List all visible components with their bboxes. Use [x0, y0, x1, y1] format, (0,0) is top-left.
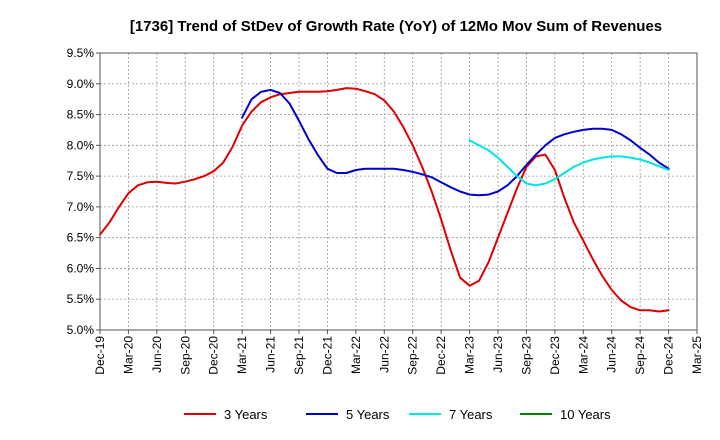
y-tick-label: 5.0% [67, 323, 95, 337]
y-tick-label: 9.5% [67, 46, 95, 60]
x-tick-label: Mar-22 [349, 336, 363, 374]
x-tick-label: Jun-22 [377, 336, 391, 373]
series-line-3-years [99, 87, 670, 313]
x-tick-label: Sep-23 [519, 336, 533, 375]
x-tick-label: Sep-22 [406, 336, 420, 375]
x-tick-label: Mar-20 [121, 336, 135, 374]
y-tick-label: 7.5% [67, 169, 95, 183]
x-tick-label: Mar-21 [235, 336, 249, 374]
x-tick-label: Jun-23 [491, 336, 505, 373]
y-tick-label: 5.5% [67, 292, 95, 306]
x-tick-label: Dec-20 [207, 336, 221, 375]
x-tick-label: Jun-21 [264, 336, 278, 373]
plot-frame [99, 52, 698, 331]
series-line-5-years [241, 88, 670, 197]
x-tick-label: Dec-21 [320, 336, 334, 375]
y-tick-label: 7.0% [67, 200, 95, 214]
grid [100, 52, 697, 331]
y-tick-label: 6.0% [67, 261, 95, 275]
legend-label-10-years: 10 Years [560, 407, 611, 422]
x-tick-label: Dec-22 [434, 336, 448, 375]
x-tick-label: Mar-25 [690, 336, 704, 374]
y-axis: 5.0% 5.5% 6.0% 6.5% 7.0% 7.5% 8.0% 8.5% 9.0% 9.5% [67, 46, 100, 337]
x-tick-label: Dec-23 [548, 336, 562, 375]
x-tick-label: Jun-20 [150, 336, 164, 373]
series-line-7-years [468, 139, 670, 187]
x-tick-label: Dec-24 [662, 336, 676, 375]
x-axis: Dec-19 Mar-20 Jun-20 Sep-20 Dec-20 Mar-21 Jun-… [93, 330, 704, 375]
y-tick-label: 9.0% [67, 77, 95, 91]
series-layer [99, 87, 670, 313]
legend-label-5-years: 5 Years [346, 407, 390, 422]
y-tick-label: 8.0% [67, 138, 95, 152]
x-tick-label: Sep-21 [292, 336, 306, 375]
y-tick-label: 6.5% [67, 231, 95, 245]
x-tick-label: Mar-23 [463, 336, 477, 374]
chart-title: [1736] Trend of StDev of Growth Rate (Yo… [130, 18, 662, 35]
x-tick-label: Mar-24 [576, 336, 590, 374]
legend: 3 Years 5 Years 7 Years 10 Years [184, 407, 611, 422]
y-tick-label: 8.5% [67, 108, 95, 122]
legend-label-7-years: 7 Years [449, 407, 493, 422]
x-tick-label: Dec-19 [93, 336, 107, 375]
x-tick-label: Sep-24 [633, 336, 647, 375]
legend-label-3-years: 3 Years [224, 407, 268, 422]
x-tick-label: Jun-24 [605, 336, 619, 373]
x-tick-label: Sep-20 [178, 336, 192, 375]
